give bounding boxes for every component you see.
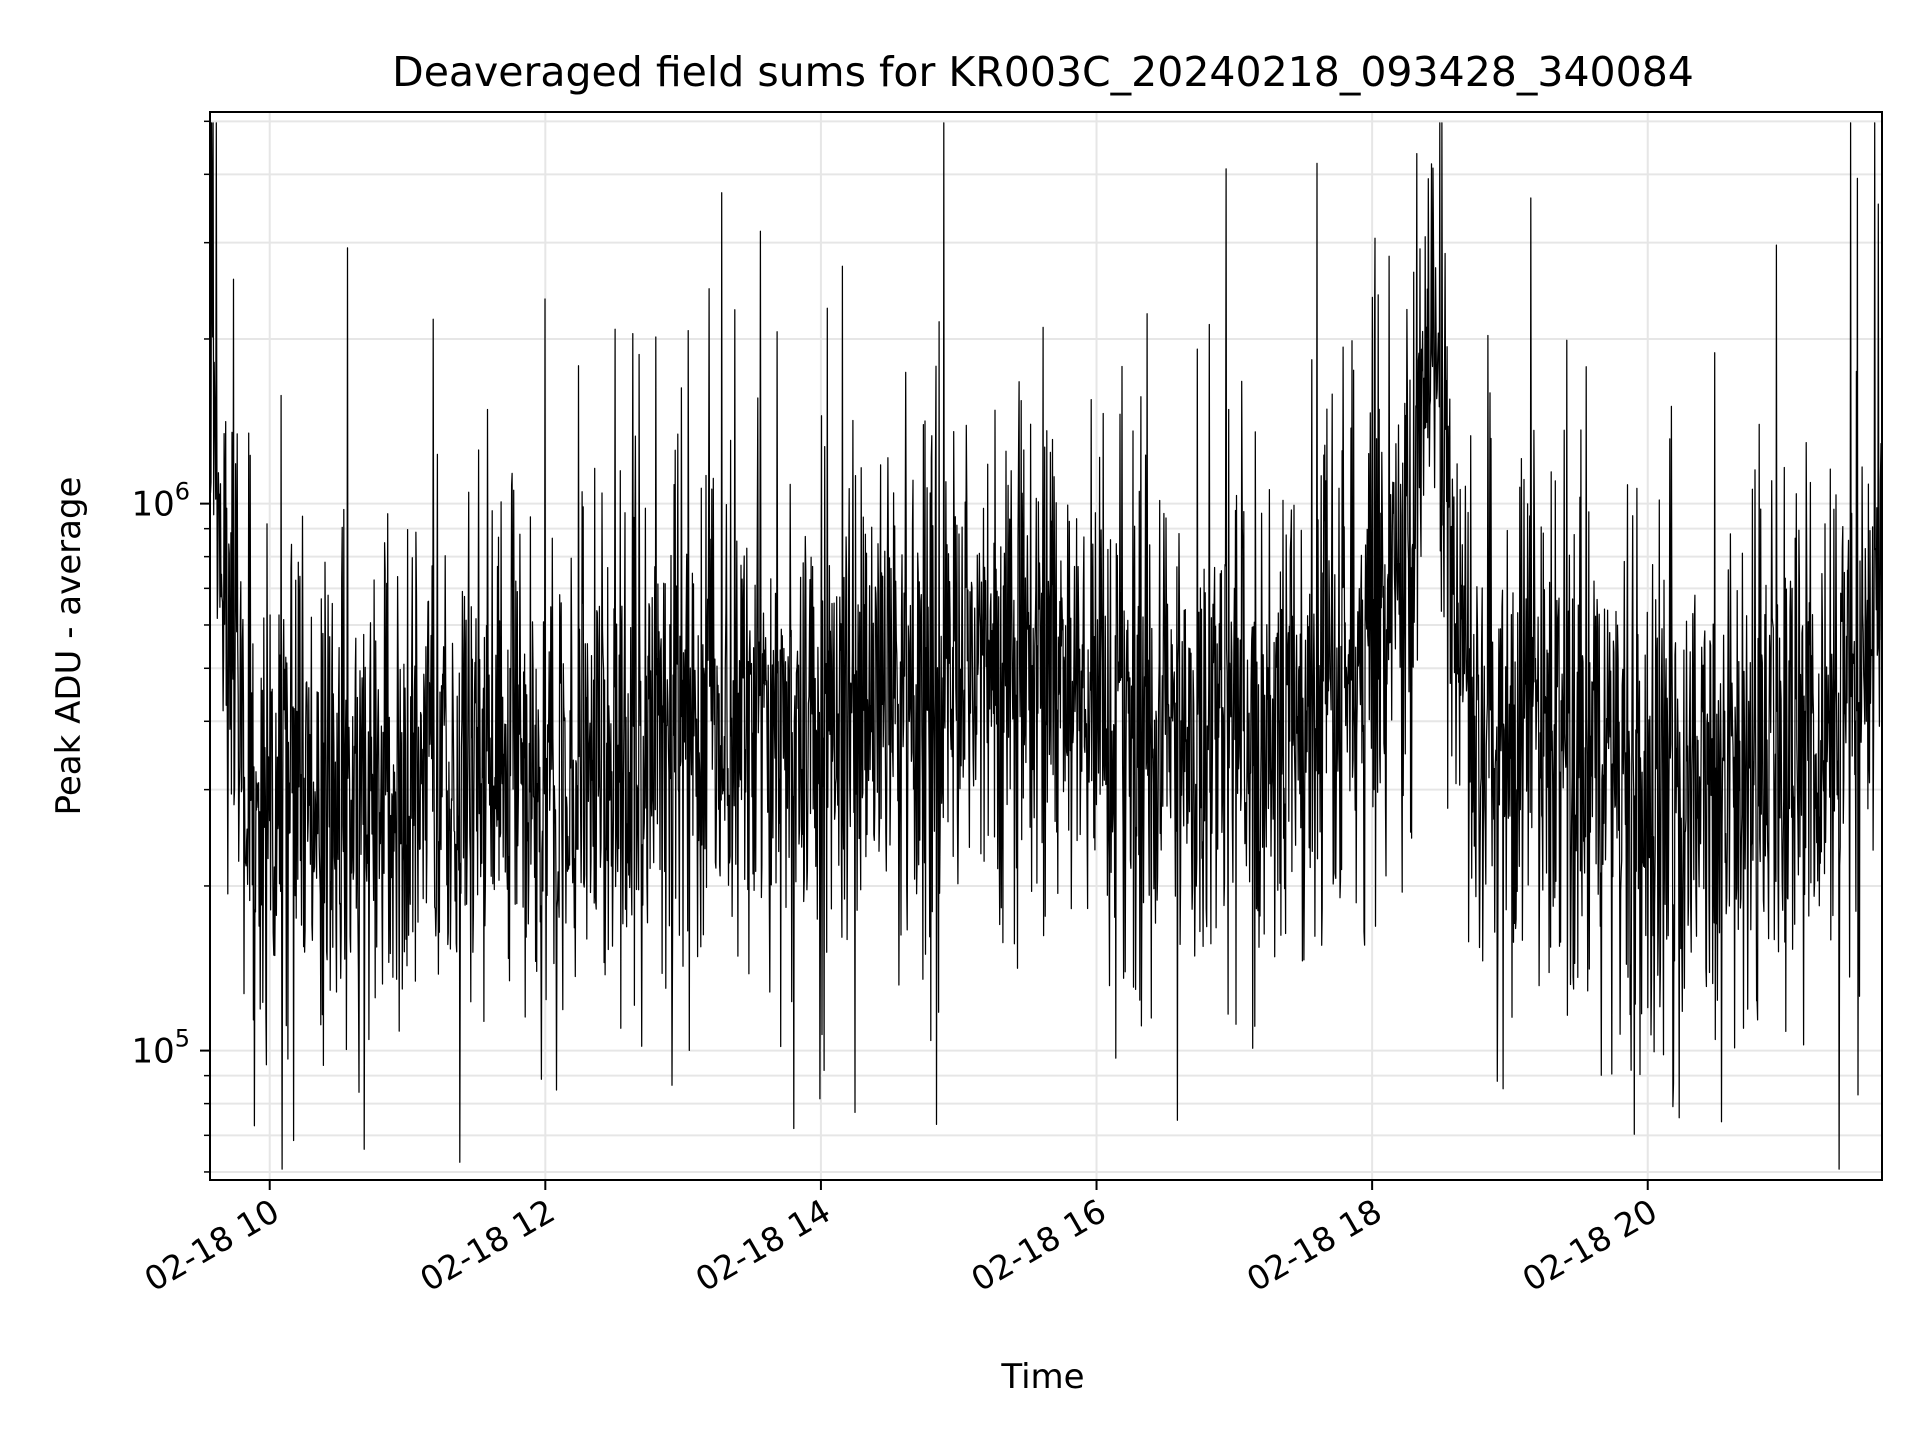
y-axis-label: Peak ADU - average — [49, 477, 89, 816]
x-axis-label: Time — [1000, 1357, 1084, 1397]
y-tick-label: 106 — [131, 478, 190, 525]
plot-frame — [209, 111, 1883, 1181]
chart-title: Deaveraged field sums for KR003C_2024021… — [392, 48, 1694, 96]
series-line — [209, 122, 1883, 1170]
y-tick-label: 105 — [131, 1025, 190, 1072]
